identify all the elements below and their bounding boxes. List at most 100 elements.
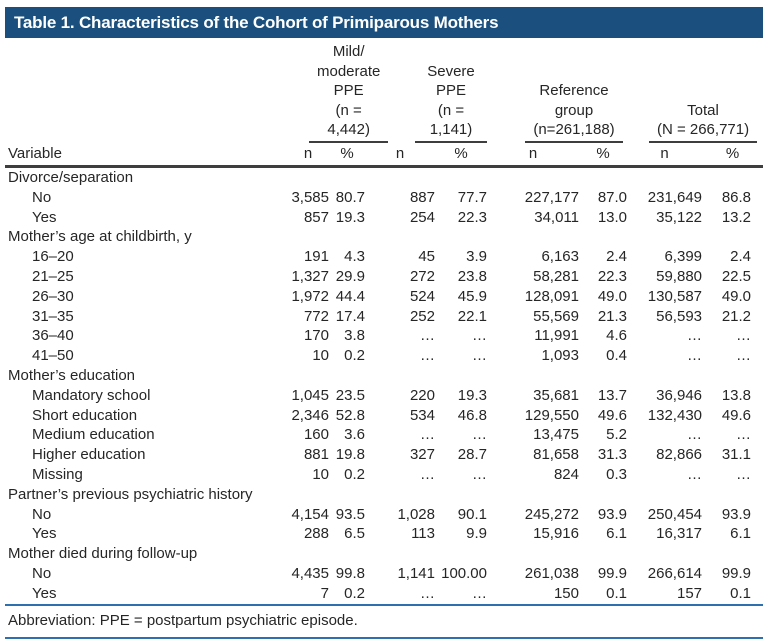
cell-value: 93.9 bbox=[721, 505, 752, 523]
group-header-label: Total (N = 266,771) bbox=[648, 101, 758, 143]
cell-value: 49.0 bbox=[721, 287, 752, 305]
cell-value: 4,435 bbox=[291, 564, 329, 582]
category-row: Mother’s age at childbirth, y bbox=[5, 227, 763, 247]
cell-value: 28.7 bbox=[457, 446, 487, 464]
cell-value: 4.3 bbox=[344, 248, 365, 266]
cell-value: … bbox=[420, 584, 435, 602]
n-column-header: n bbox=[287, 142, 329, 168]
cell-value: 44.4 bbox=[335, 287, 365, 305]
row-label: Yes bbox=[32, 208, 57, 226]
cell-value: 16,317 bbox=[656, 525, 703, 543]
cell-value: 31.1 bbox=[721, 446, 752, 464]
cell-value: 82,866 bbox=[656, 446, 703, 464]
category-row: Mother died during follow-up bbox=[5, 544, 763, 564]
cell-value: 13.2 bbox=[721, 208, 752, 226]
cell-value: 2.4 bbox=[606, 248, 628, 266]
cell-value: 157 bbox=[676, 584, 703, 602]
table-row: 41–50 10 0.2…… 1,093 0.4…… bbox=[5, 346, 763, 366]
row-label: 26–30 bbox=[32, 287, 74, 305]
cell-value: … bbox=[472, 327, 487, 345]
table-row: Higher education 881 19.8 327 28.7 81,658 31.3… bbox=[5, 445, 763, 465]
cell-value: 327 bbox=[409, 446, 435, 464]
cell-value: 0.3 bbox=[606, 465, 628, 483]
table-row: Yes 7 0.2 … … 150 0.1 157 0.1 bbox=[5, 584, 763, 605]
table-row: Medium education 160 3.6…… 13,475 5.2…… bbox=[5, 425, 763, 445]
category-label: Partner’s previous psychiatric history bbox=[8, 485, 253, 503]
cell-value: 87.0 bbox=[597, 188, 628, 206]
cell-value: 58,281 bbox=[533, 267, 579, 285]
group-header-total: Total (N = 266,771) bbox=[627, 42, 763, 143]
cell-value: 21.2 bbox=[721, 307, 752, 325]
cell-value: … bbox=[687, 327, 703, 345]
row-label: Short education bbox=[32, 406, 138, 424]
cell-value: 13.7 bbox=[597, 386, 628, 404]
cell-value: 5.2 bbox=[606, 426, 628, 444]
cell-value: 46.8 bbox=[457, 406, 487, 424]
cell-value: 56,593 bbox=[656, 307, 703, 325]
cell-value: … bbox=[472, 584, 487, 602]
cell-value: 227,177 bbox=[524, 188, 579, 206]
group-header-label: Severe PPE (n = 1,141) bbox=[415, 62, 487, 143]
group-header-severe-ppe: Severe PPE (n = 1,141) bbox=[365, 42, 487, 143]
cell-value: 252 bbox=[409, 307, 435, 325]
row-label: 36–40 bbox=[32, 327, 74, 345]
cell-value: 0.1 bbox=[606, 584, 628, 602]
cell-value: 22.3 bbox=[597, 267, 628, 285]
cell-value: 4.6 bbox=[606, 327, 628, 345]
cell-value: 0.2 bbox=[344, 465, 365, 483]
cell-value: 772 bbox=[303, 307, 329, 325]
row-label: No bbox=[32, 505, 52, 523]
cell-value: 49.6 bbox=[597, 406, 628, 424]
cell-value: 49.6 bbox=[721, 406, 752, 424]
cell-value: … bbox=[736, 465, 752, 483]
cell-value: 2,346 bbox=[291, 406, 329, 424]
cell-value: … bbox=[472, 465, 487, 483]
cell-value: 19.8 bbox=[335, 446, 365, 464]
cell-value: 59,880 bbox=[656, 267, 703, 285]
group-header-mild-moderate-ppe: Mild/ moderate PPE (n = 4,442) bbox=[287, 42, 389, 143]
cell-value: 254 bbox=[409, 208, 435, 226]
cell-value: 35,122 bbox=[656, 208, 703, 226]
row-label: 41–50 bbox=[32, 347, 74, 365]
cell-value: 881 bbox=[303, 446, 329, 464]
cell-value: 130,587 bbox=[647, 287, 703, 305]
cell-value: 35,681 bbox=[533, 386, 579, 404]
cell-value: … bbox=[420, 465, 435, 483]
cell-value: 23.8 bbox=[457, 267, 487, 285]
cell-value: 231,649 bbox=[647, 188, 703, 206]
cell-value: 245,272 bbox=[524, 505, 579, 523]
cell-value: 100.00 bbox=[441, 564, 487, 582]
cell-value: … bbox=[736, 426, 752, 444]
cell-value: 150 bbox=[553, 584, 579, 602]
row-label: No bbox=[32, 564, 52, 582]
cell-value: 1,327 bbox=[291, 267, 329, 285]
cell-value: 6.1 bbox=[730, 525, 752, 543]
cell-value: 272 bbox=[409, 267, 435, 285]
cell-value: … bbox=[420, 347, 435, 365]
cell-value: 1,093 bbox=[541, 347, 579, 365]
cell-value: … bbox=[420, 426, 435, 444]
cell-value: 4,154 bbox=[291, 505, 329, 523]
table-row: Missing 10 0.2…… 824 0.3…… bbox=[5, 465, 763, 485]
cell-value: 45.9 bbox=[457, 287, 487, 305]
cell-value: 15,916 bbox=[533, 525, 579, 543]
table-row: No 3,585 80.7 887 77.7 227,177 87.0 231,649 86.8 bbox=[5, 188, 763, 208]
cell-value: 887 bbox=[409, 188, 435, 206]
table-row: 16–20 191 4.3 45 3.9 6,163 2.4 6,399 2.4 bbox=[5, 247, 763, 267]
category-row: Mother’s education bbox=[5, 366, 763, 386]
row-label: Yes bbox=[32, 584, 57, 602]
cell-value: 80.7 bbox=[335, 188, 365, 206]
table-row: Yes 288 6.5 113 9.9 15,916 6.1 16,317 6.1 bbox=[5, 524, 763, 544]
row-label: No bbox=[32, 188, 52, 206]
table-row: 31–35 772 17.4 252 22.1 55,569 21.3 56,593 21.2 bbox=[5, 307, 763, 327]
cell-value: 250,454 bbox=[647, 505, 703, 523]
variable-column-header: Variable bbox=[5, 142, 287, 168]
abbreviation-footnote: Abbreviation: PPE = postpartum psychiatr… bbox=[5, 606, 763, 639]
cell-value: 534 bbox=[409, 406, 435, 424]
cell-value: 17.4 bbox=[335, 307, 365, 325]
cell-value: 55,569 bbox=[533, 307, 579, 325]
table-row: No 4,154 93.5 1,028 90.1 245,272 93.9 250,454 93… bbox=[5, 505, 763, 525]
cell-value: 52.8 bbox=[335, 406, 365, 424]
category-label: Mother’s age at childbirth, y bbox=[8, 228, 192, 246]
cell-value: 132,430 bbox=[647, 406, 703, 424]
